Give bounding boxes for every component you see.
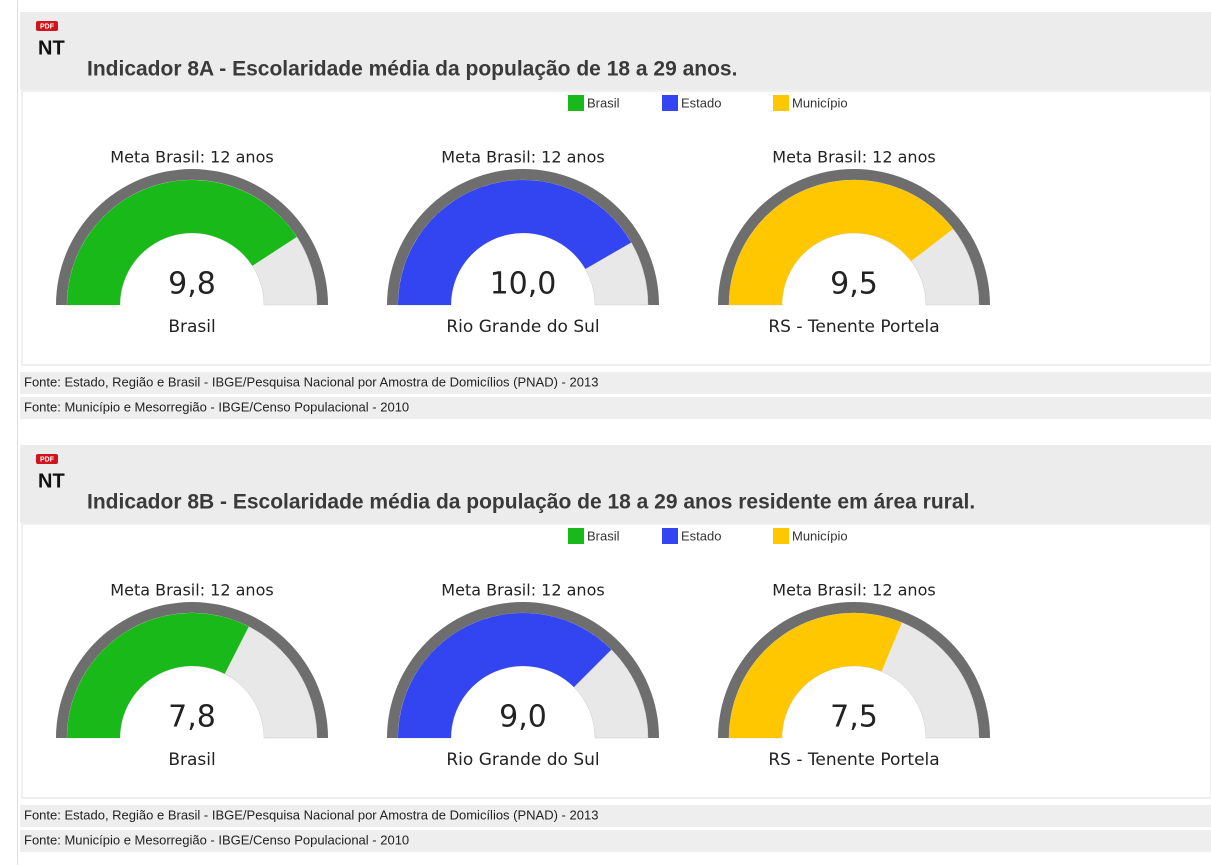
gauge-title: Meta Brasil: 12 anos [441, 148, 604, 167]
icon: NT [38, 470, 65, 492]
gauge-title: Meta Brasil: 12 anos [441, 581, 604, 600]
gauge-title: Meta Brasil: 12 anos [772, 148, 935, 167]
gauge-value [398, 612, 612, 738]
left-border [17, 0, 18, 865]
header [20, 445, 1211, 523]
legend-label: Município [792, 95, 848, 110]
gauge-value [729, 613, 902, 738]
gauge-title: Meta Brasil: 12 anos [772, 581, 935, 600]
legend-label: Brasil [587, 528, 620, 543]
gauge-title: Meta Brasil: 12 anos [110, 148, 273, 167]
legend-swatch [568, 95, 584, 111]
gauge-name: RS - Tenente Portela [768, 317, 939, 337]
header [20, 12, 1211, 90]
gauge-value-label: 9,5 [830, 267, 878, 302]
legend-swatch [662, 528, 678, 544]
source-text: Fonte: Município e Mesorregião - IBGE/Ce… [24, 832, 409, 847]
legend-swatch [773, 528, 789, 544]
gauge-value [729, 179, 954, 305]
gauge-title: Meta Brasil: 12 anos [110, 581, 273, 600]
icon: NT [38, 37, 65, 59]
legend-label: Estado [681, 95, 721, 110]
icon-badge-bg [36, 454, 58, 464]
legend-swatch [568, 528, 584, 544]
gauge-value [398, 180, 632, 305]
legend-label: Brasil [587, 95, 620, 110]
source-row [20, 830, 1211, 852]
gauge-value [67, 612, 249, 738]
icon-badge: PDF [40, 23, 55, 30]
source-text: Fonte: Município e Mesorregião - IBGE/Ce… [24, 399, 409, 414]
source-row [20, 372, 1211, 394]
gauge-value-label: 7,8 [168, 700, 216, 735]
gauge-name: Rio Grande do Sul [446, 317, 599, 337]
legend-label: Estado [681, 528, 721, 543]
source-row [20, 805, 1211, 827]
gauge-value-label: 9,0 [499, 700, 547, 735]
gauge-value-label: 10,0 [490, 267, 557, 302]
gauge-value-label: 9,8 [168, 267, 216, 302]
legend-swatch [662, 95, 678, 111]
source-row [20, 397, 1211, 419]
source-text: Fonte: Estado, Região e Brasil - IBGE/Pe… [24, 807, 598, 822]
gauge-name: Brasil [168, 750, 215, 770]
icon-badge: PDF [40, 456, 55, 463]
icon-badge-bg [36, 21, 58, 31]
legend-swatch [773, 95, 789, 111]
legend-label: Município [792, 528, 848, 543]
section-title: Indicador 8B - Escolaridade média da pop… [87, 491, 975, 514]
gauge-value [67, 180, 297, 305]
source-text: Fonte: Estado, Região e Brasil - IBGE/Pe… [24, 374, 598, 389]
section-title: Indicador 8A - Escolaridade média da pop… [87, 58, 737, 81]
gauge-name: RS - Tenente Portela [768, 750, 939, 770]
gauge-name: Rio Grande do Sul [446, 750, 599, 770]
gauge-name: Brasil [168, 317, 215, 337]
gauge-value-label: 7,5 [830, 700, 878, 735]
